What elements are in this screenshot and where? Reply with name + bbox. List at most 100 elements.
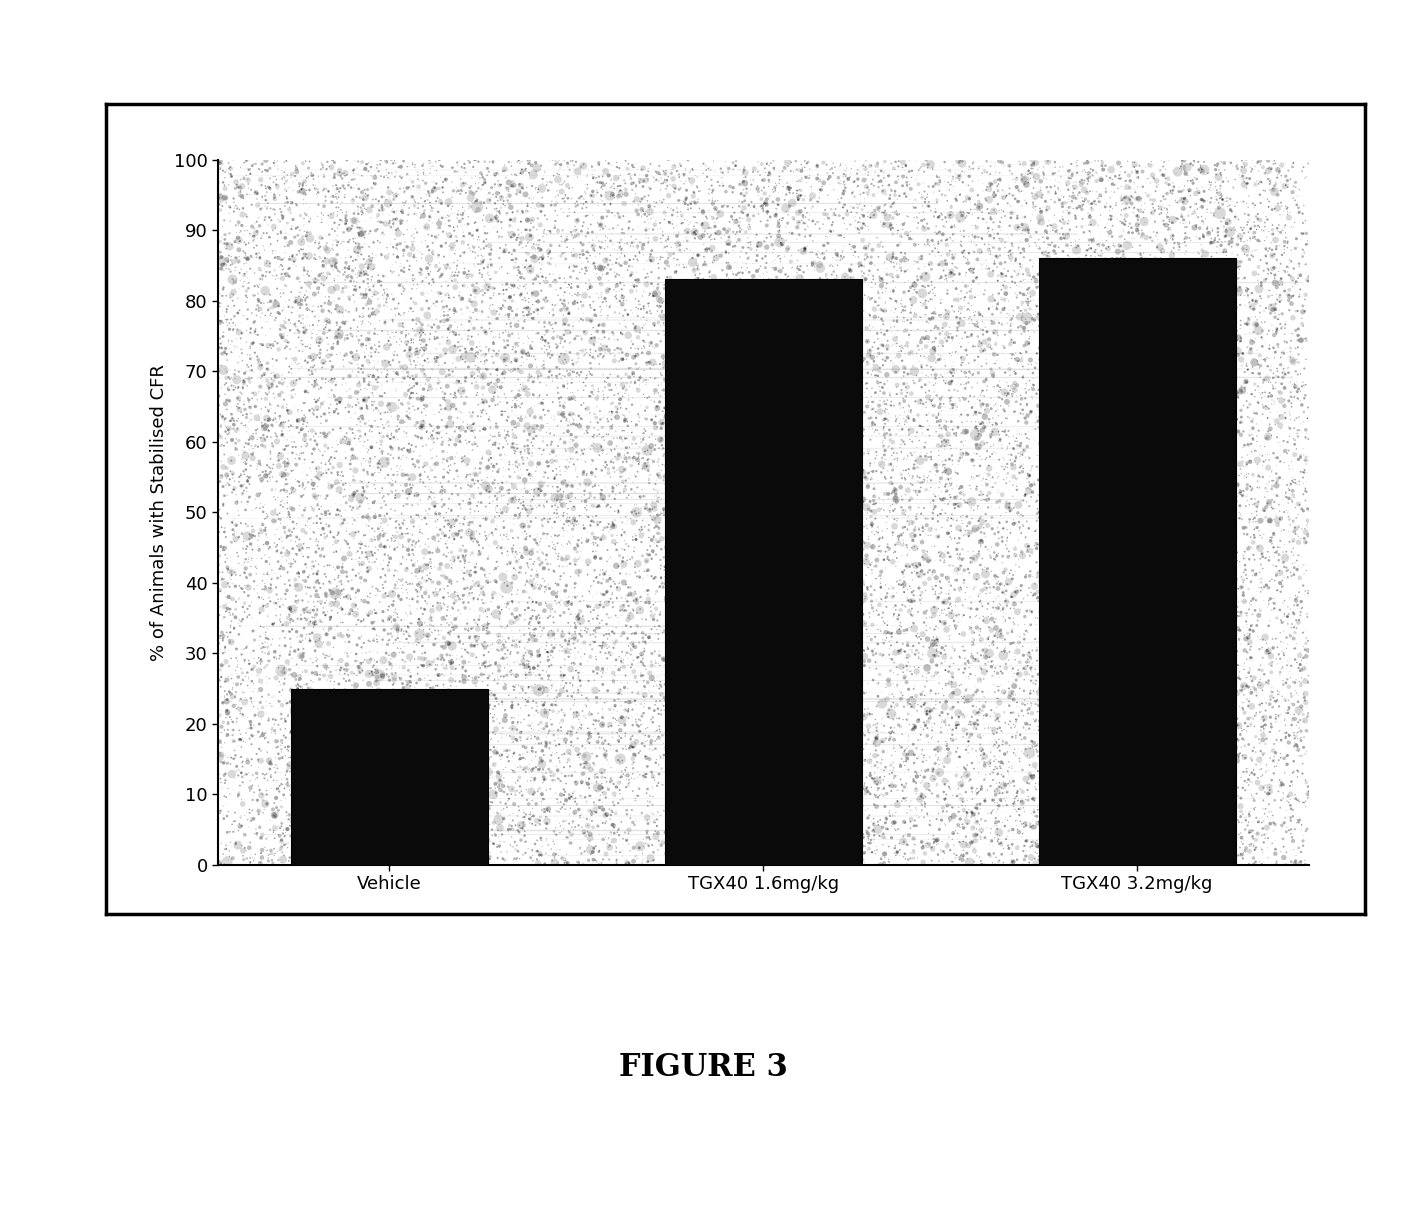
Point (459, 628, 481, 648)
Point (310, 228, 332, 248)
Point (636, 498, 658, 518)
Point (364, 537, 387, 557)
Point (844, 172, 867, 191)
Point (1148, 477, 1171, 497)
Point (1165, 461, 1188, 481)
Point (999, 240, 1021, 260)
Point (982, 800, 1005, 820)
Point (657, 665, 680, 685)
Point (1285, 380, 1307, 400)
Point (754, 326, 777, 346)
Point (1099, 196, 1121, 216)
Point (487, 810, 509, 829)
Point (424, 512, 446, 531)
Point (882, 542, 905, 562)
Point (785, 788, 808, 807)
Point (373, 486, 395, 506)
Point (1235, 676, 1258, 696)
Point (1279, 355, 1301, 374)
Point (1128, 736, 1151, 756)
Point (485, 787, 508, 806)
Point (986, 764, 1009, 784)
Point (598, 790, 620, 810)
Point (870, 323, 892, 342)
Point (664, 571, 687, 590)
Point (249, 652, 272, 671)
Point (689, 417, 712, 437)
Point (975, 828, 998, 848)
Point (1044, 604, 1067, 623)
Point (857, 206, 879, 226)
Point (464, 833, 487, 853)
Point (705, 503, 727, 523)
Point (985, 796, 1007, 816)
Point (989, 513, 1012, 533)
Point (235, 568, 257, 588)
Point (687, 178, 709, 198)
Point (532, 681, 554, 701)
Point (1234, 497, 1256, 517)
Point (799, 417, 822, 437)
Point (1169, 710, 1192, 730)
Point (813, 540, 836, 560)
Point (1168, 674, 1190, 693)
Point (267, 450, 290, 470)
Point (927, 345, 950, 364)
Point (948, 714, 971, 734)
Point (969, 398, 992, 417)
Point (816, 656, 839, 676)
Point (847, 307, 870, 326)
Point (608, 503, 630, 523)
Point (1241, 442, 1263, 461)
Point (1182, 369, 1204, 389)
Point (398, 346, 421, 366)
Point (632, 250, 654, 270)
Point (1099, 166, 1121, 185)
Point (1152, 596, 1175, 616)
Point (713, 839, 736, 859)
Point (1278, 265, 1300, 285)
Point (1234, 244, 1256, 264)
Point (787, 771, 809, 790)
Point (992, 180, 1014, 200)
Point (1234, 466, 1256, 486)
Point (1093, 755, 1116, 774)
Point (1209, 615, 1231, 634)
Point (1113, 671, 1135, 691)
Point (763, 347, 785, 367)
Point (986, 480, 1009, 499)
Point (1031, 814, 1054, 833)
Point (1119, 502, 1141, 521)
Point (1251, 409, 1273, 428)
Point (463, 717, 485, 736)
Point (546, 768, 568, 788)
Point (757, 271, 779, 291)
Point (744, 647, 767, 666)
Point (545, 459, 567, 479)
Point (1131, 560, 1154, 579)
Point (545, 634, 567, 654)
Point (398, 485, 421, 504)
Point (653, 179, 675, 199)
Point (242, 362, 265, 382)
Point (718, 321, 740, 341)
Point (1090, 449, 1113, 469)
Point (381, 439, 404, 459)
Point (646, 775, 668, 795)
Point (1242, 519, 1265, 539)
Point (315, 315, 338, 335)
Point (1282, 513, 1304, 533)
Point (568, 372, 591, 391)
Point (267, 396, 290, 416)
Point (473, 217, 495, 237)
Point (933, 604, 955, 623)
Point (726, 783, 749, 802)
Point (864, 234, 886, 254)
Point (336, 717, 359, 736)
Point (249, 356, 272, 375)
Point (985, 185, 1007, 205)
Point (464, 346, 487, 366)
Point (1116, 568, 1138, 588)
Point (318, 423, 340, 443)
Point (832, 242, 854, 261)
